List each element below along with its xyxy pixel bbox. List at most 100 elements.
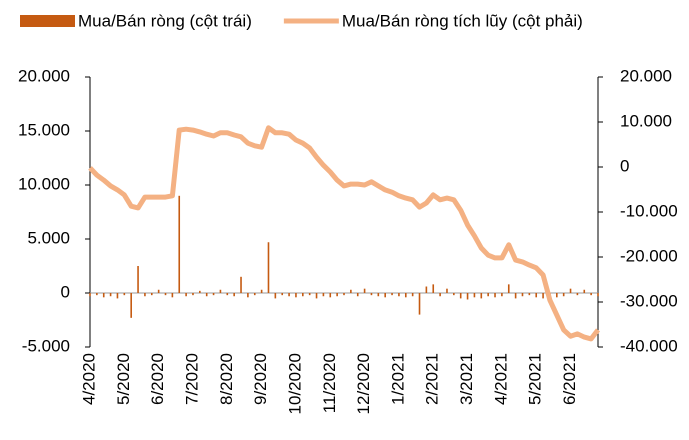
bar [157, 289, 160, 293]
x-tick-label: 10/2020 [285, 353, 304, 414]
bar [535, 293, 538, 298]
bar [556, 293, 558, 298]
bar [226, 293, 229, 296]
bar [185, 293, 187, 297]
bar [597, 293, 599, 297]
bar [501, 293, 503, 297]
bar [233, 293, 235, 297]
bar [473, 293, 476, 298]
y-tick-label: 20.000 [18, 66, 70, 85]
bar [212, 293, 215, 296]
bar [102, 293, 105, 298]
bar [521, 293, 524, 297]
bar [281, 293, 284, 296]
bar [528, 293, 531, 296]
y-tick-label: -5.000 [22, 336, 70, 355]
x-tick-label: 4/2020 [79, 353, 98, 405]
bar [398, 293, 400, 297]
x-tick-label: 7/2020 [182, 353, 201, 405]
bar [164, 293, 167, 296]
x-tick-label: 4/2021 [491, 353, 510, 405]
bar [507, 284, 510, 293]
line [88, 125, 600, 342]
bar [205, 293, 208, 297]
y2-tick-label: 20.000 [620, 66, 672, 85]
bar [391, 293, 393, 296]
legend-swatch [20, 15, 75, 27]
bar [137, 266, 139, 293]
bar [370, 293, 373, 296]
bar [377, 293, 380, 297]
bar [247, 293, 249, 298]
bar [267, 242, 270, 293]
bar [96, 293, 98, 296]
x-tick-label: 6/2020 [148, 353, 167, 405]
bar [336, 293, 338, 297]
bar [315, 293, 318, 299]
legend-label: Mua/Bán ròng (cột trái) [78, 11, 252, 30]
y2-tick-label: -20.000 [620, 246, 678, 265]
bar [459, 293, 462, 299]
x-tick-label: 9/2020 [251, 353, 270, 405]
y2-tick-label: 10.000 [620, 111, 672, 130]
bar [569, 288, 572, 293]
bar [404, 293, 407, 298]
y-tick-label: 5.000 [27, 228, 70, 247]
y-tick-label: 10.000 [18, 174, 70, 193]
bar [576, 293, 579, 296]
bar [240, 276, 242, 293]
bar [295, 293, 297, 298]
bar [514, 293, 517, 299]
bar [260, 289, 263, 293]
bar [130, 293, 132, 318]
bar [123, 293, 126, 296]
y-tick-label: 0 [61, 282, 70, 301]
x-tick-label: 3/2021 [457, 353, 476, 405]
x-tick-label: 2/2021 [423, 353, 442, 405]
bar [150, 293, 153, 296]
bar [350, 289, 352, 293]
bar [446, 288, 448, 293]
y-tick-label: 15.000 [18, 120, 70, 139]
bar [487, 293, 489, 297]
x-tick-label: 12/2020 [354, 353, 373, 414]
bar [109, 293, 112, 297]
bar [144, 293, 146, 297]
bar [466, 293, 469, 300]
bar [308, 293, 311, 296]
bar [178, 195, 181, 293]
x-tick-label: 5/2021 [526, 353, 545, 405]
x-tick-label: 6/2021 [560, 353, 579, 405]
x-tick-label: 1/2021 [388, 353, 407, 405]
bar [274, 293, 277, 299]
bar [288, 293, 290, 297]
x-tick-label: 8/2020 [217, 353, 236, 405]
bar [418, 293, 421, 315]
bar [425, 286, 428, 293]
bar [542, 293, 544, 299]
bar [356, 293, 359, 297]
bar [439, 293, 441, 297]
bar [411, 293, 414, 297]
bar [494, 293, 496, 298]
bar [302, 293, 304, 297]
y2-tick-label: 0 [620, 156, 629, 175]
bar [343, 293, 345, 296]
bar [480, 293, 483, 299]
bar [590, 293, 592, 296]
bar [453, 293, 455, 296]
bar [219, 289, 222, 293]
bar [432, 284, 435, 293]
bar [199, 290, 201, 293]
legend-label: Mua/Bán ròng tích lũy (cột phải) [342, 11, 583, 30]
bar [363, 288, 366, 293]
x-tick-label: 5/2020 [114, 353, 133, 405]
bar [116, 293, 119, 299]
x-tick-label: 11/2020 [320, 353, 339, 413]
y2-tick-label: -40.000 [620, 336, 678, 355]
bar [253, 293, 256, 296]
bar [384, 293, 386, 298]
bar [192, 293, 194, 296]
bar [562, 293, 565, 297]
